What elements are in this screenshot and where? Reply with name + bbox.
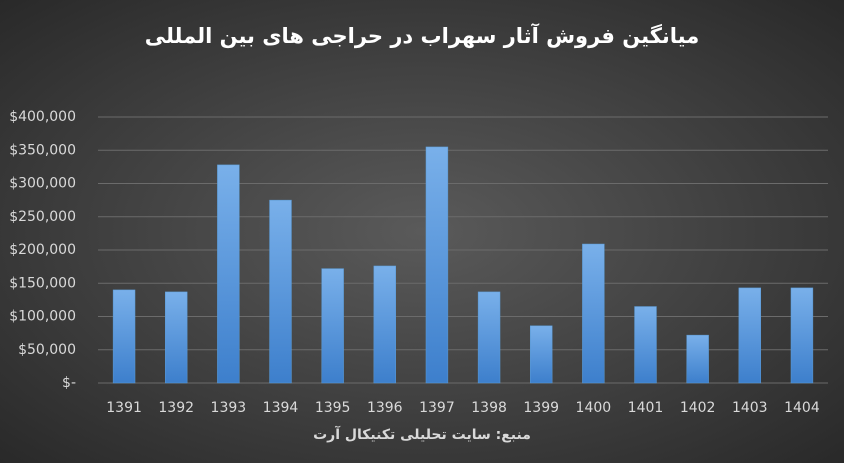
bar [582,243,605,384]
x-tick-label: 1391 [106,400,142,416]
bar [738,287,761,384]
bar [425,146,449,384]
y-tick-label: $400,000 [9,109,76,125]
source-note: منبع: سایت تحلیلی تکنیکال آرت [313,425,531,443]
x-tick-label: 1402 [680,400,716,416]
chart-title: میانگین فروش آثار سهراب در حراجی های بین… [145,23,700,48]
x-tick-label: 1395 [315,400,351,416]
y-tick-label: $200,000 [9,242,76,258]
bar [269,199,292,384]
bar [477,291,501,384]
bar [530,325,553,384]
bar [217,164,240,384]
x-tick-label: 1400 [576,400,612,416]
x-tick-label: 1403 [732,400,768,416]
y-tick-label: $50,000 [18,342,76,358]
bar [686,334,709,384]
x-tick-label: 1397 [419,400,455,416]
bar [112,289,136,384]
x-tick-label: 1392 [158,400,194,416]
bar [634,306,657,384]
x-tick-label: 1401 [628,400,664,416]
x-tick-label: 1396 [367,400,403,416]
bar [790,287,814,384]
y-tick-label: $- [62,375,76,391]
x-tick-label: 1394 [263,400,299,416]
y-tick-label: $300,000 [9,176,76,192]
bar [321,268,344,384]
bar [373,265,396,384]
y-tick-label: $150,000 [9,275,76,291]
y-tick-label: $350,000 [9,142,76,158]
x-tick-label: 1398 [471,400,507,416]
x-tick-label: 1393 [211,400,247,416]
y-tick-label: $100,000 [9,309,76,325]
y-tick-label: $250,000 [9,209,76,225]
x-tick-label: 1399 [523,400,559,416]
bar [165,291,188,384]
x-tick-label: 1404 [784,400,820,416]
